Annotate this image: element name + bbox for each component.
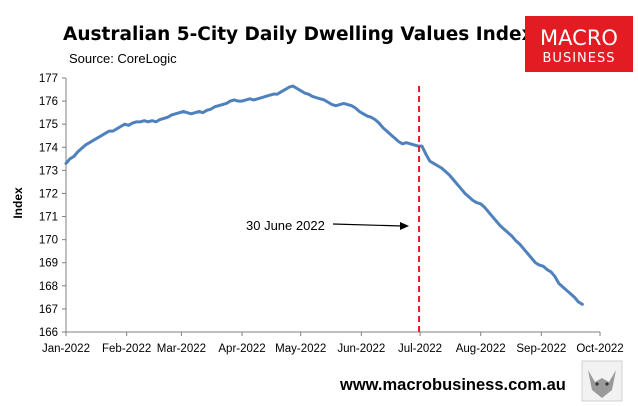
y-tick-label: 176 <box>39 96 58 108</box>
logo-line-1: MACRO <box>540 26 618 50</box>
x-tick-label: Oct-2022 <box>576 343 623 355</box>
y-axis-label: Index <box>11 187 25 219</box>
x-tick-label: May-2022 <box>275 343 326 355</box>
x-tick-label: Jan-2022 <box>42 343 90 355</box>
y-tick-label: 168 <box>39 281 58 293</box>
y-tick-label: 177 <box>39 73 58 85</box>
x-axis: Jan-2022 Feb-2022 Mar-2022 Apr-2022 May-2022… <box>42 332 624 355</box>
x-tick-label: Apr-2022 <box>218 343 265 355</box>
x-tick-label: Feb-2022 <box>102 343 151 355</box>
annotation-arrow-head <box>400 222 409 230</box>
chart-title: Australian 5-City Daily Dwelling Values … <box>63 24 534 45</box>
logo-background <box>525 16 633 72</box>
y-tick-label: 170 <box>39 235 58 247</box>
y-tick-label: 167 <box>39 304 58 316</box>
y-tick-label: 172 <box>39 188 58 200</box>
wolf-icon <box>581 360 623 402</box>
series-line-5-city-index <box>64 84 584 306</box>
y-tick-label: 174 <box>39 142 59 154</box>
chart-subtitle: Source: CoreLogic <box>69 51 177 66</box>
x-tick-label: Sep-2022 <box>516 343 566 355</box>
x-tick-label: Mar-2022 <box>157 343 206 355</box>
x-tick-label: Aug-2022 <box>456 343 506 355</box>
y-tick-label: 169 <box>39 258 58 270</box>
footer-url: www.macrobusiness.com.au <box>339 376 566 394</box>
x-tick-label: Jul-2022 <box>398 343 442 355</box>
x-tick-label: Jun-2022 <box>337 343 385 355</box>
y-tick-label: 175 <box>39 119 58 131</box>
annotation-arrow-shaft <box>332 223 403 227</box>
logo-line-2: BUSINESS <box>543 51 616 66</box>
y-tick-label: 166 <box>39 327 58 339</box>
annotation-label: 30 June 2022 <box>246 218 325 233</box>
y-tick-label: 173 <box>39 165 58 177</box>
y-tick-label: 171 <box>39 212 58 224</box>
y-axis: 166 167 168 169 170 171 172 173 174 175 176 177 <box>39 73 66 339</box>
brand-logo: MACRO BUSINESS <box>525 16 633 72</box>
